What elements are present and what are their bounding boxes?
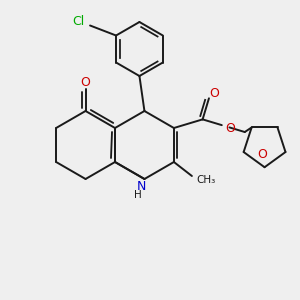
Text: Cl: Cl (72, 15, 84, 28)
Text: N: N (137, 181, 146, 194)
Text: O: O (81, 76, 91, 88)
Text: O: O (209, 87, 219, 100)
Text: O: O (257, 148, 267, 161)
Text: H: H (134, 190, 141, 200)
Text: CH₃: CH₃ (196, 175, 215, 185)
Text: O: O (225, 122, 235, 135)
